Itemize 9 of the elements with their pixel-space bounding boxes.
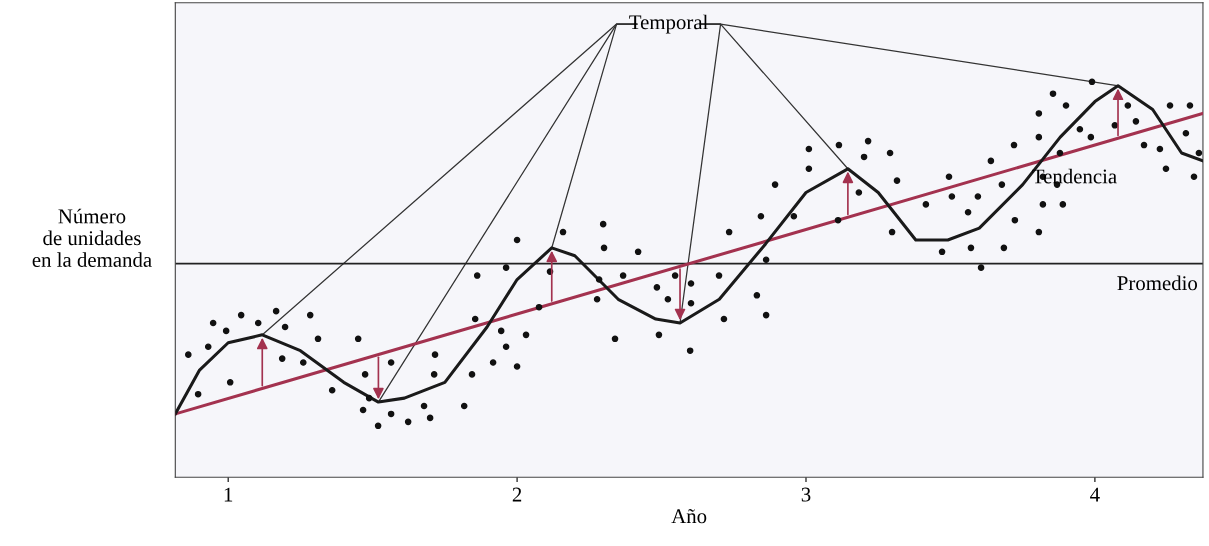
text: Temporal [629,14,708,34]
x-tick-label: 1 [224,487,233,502]
y-axis-title: Número de unidades en la demanda [32,208,152,267]
x-tick-label: 3 [801,487,811,502]
x-tick-label: 4 [1090,487,1100,502]
x-axis-title: Año [671,509,707,524]
annotation: Tendencia [1032,168,1117,184]
x-tick-label: 2 [512,487,522,502]
ref-line-label: Promedio [1117,275,1198,291]
